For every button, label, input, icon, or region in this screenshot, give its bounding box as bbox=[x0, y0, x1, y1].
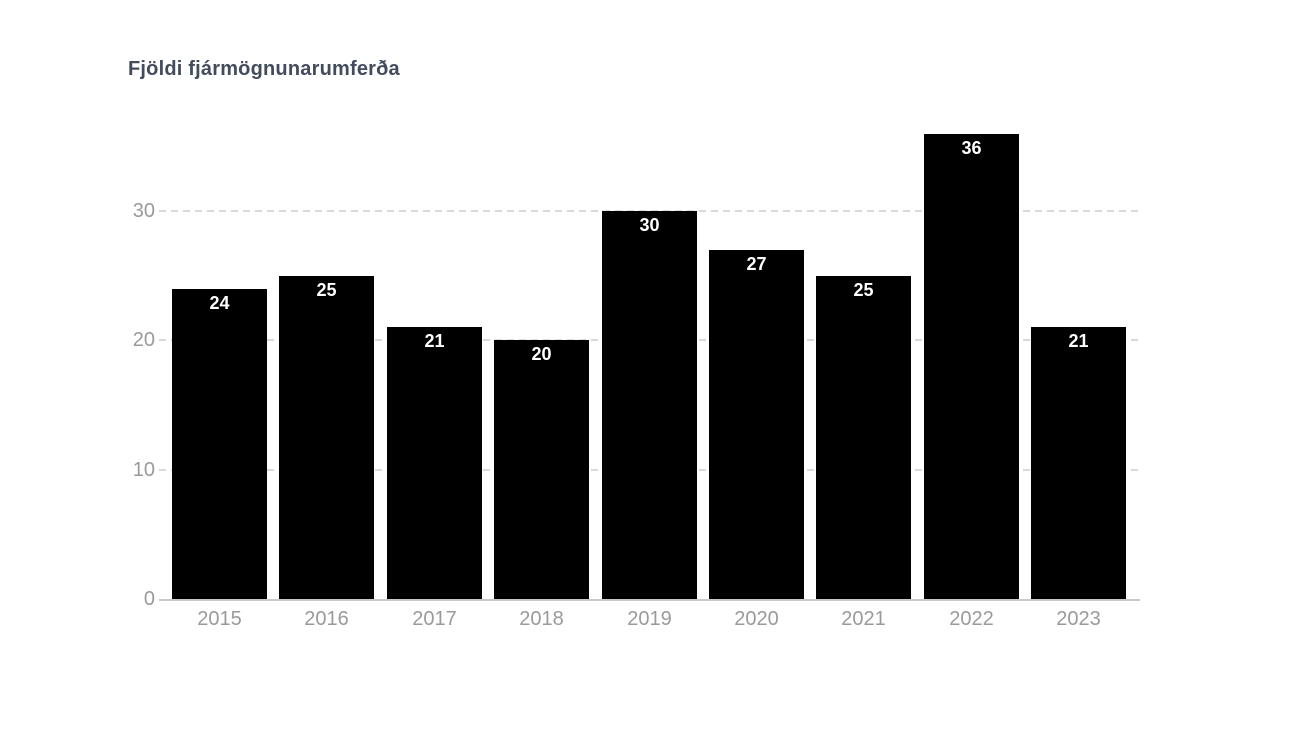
bar-value-label: 20 bbox=[531, 344, 552, 364]
x-axis-label-2020: 2020 bbox=[734, 608, 779, 630]
x-axis-line bbox=[159, 599, 1140, 601]
x-axis-label-2015: 2015 bbox=[197, 608, 242, 630]
y-axis-label-30: 30 bbox=[132, 200, 155, 223]
bar-value-label: 36 bbox=[961, 138, 982, 158]
x-axis-label-2023: 2023 bbox=[1056, 608, 1101, 630]
bar-2015: 24 bbox=[172, 289, 267, 599]
bar-2019: 30 bbox=[602, 211, 697, 599]
bar-2020: 27 bbox=[709, 250, 804, 599]
bar-value-label: 21 bbox=[424, 331, 445, 351]
bar-2022: 36 bbox=[924, 134, 1019, 599]
x-axis-label-2016: 2016 bbox=[304, 608, 349, 630]
bar-value-label: 30 bbox=[639, 215, 660, 235]
bar-value-label: 27 bbox=[746, 254, 767, 274]
bar-2021: 25 bbox=[816, 276, 911, 599]
y-axis-label-10: 10 bbox=[132, 458, 155, 481]
x-axis-label-2022: 2022 bbox=[949, 608, 994, 630]
bar-value-label: 25 bbox=[316, 280, 337, 300]
bar-value-label: 25 bbox=[853, 280, 874, 300]
bar-2018: 20 bbox=[494, 340, 589, 599]
x-axis-label-2021: 2021 bbox=[841, 608, 886, 630]
bar-2023: 21 bbox=[1031, 327, 1126, 599]
bar-value-label: 24 bbox=[209, 293, 230, 313]
chart-title: Fjöldi fjármögnunarumferða bbox=[128, 58, 400, 80]
x-axis-label-2017: 2017 bbox=[412, 608, 457, 630]
bar-value-label: 21 bbox=[1068, 331, 1089, 351]
bar-2016: 25 bbox=[279, 276, 374, 599]
x-axis-label-2018: 2018 bbox=[519, 608, 564, 630]
x-axis-label-2019: 2019 bbox=[627, 608, 672, 630]
y-axis-label-20: 20 bbox=[132, 329, 155, 352]
bar-2017: 21 bbox=[387, 327, 482, 599]
y-axis-label-0: 0 bbox=[143, 588, 155, 610]
